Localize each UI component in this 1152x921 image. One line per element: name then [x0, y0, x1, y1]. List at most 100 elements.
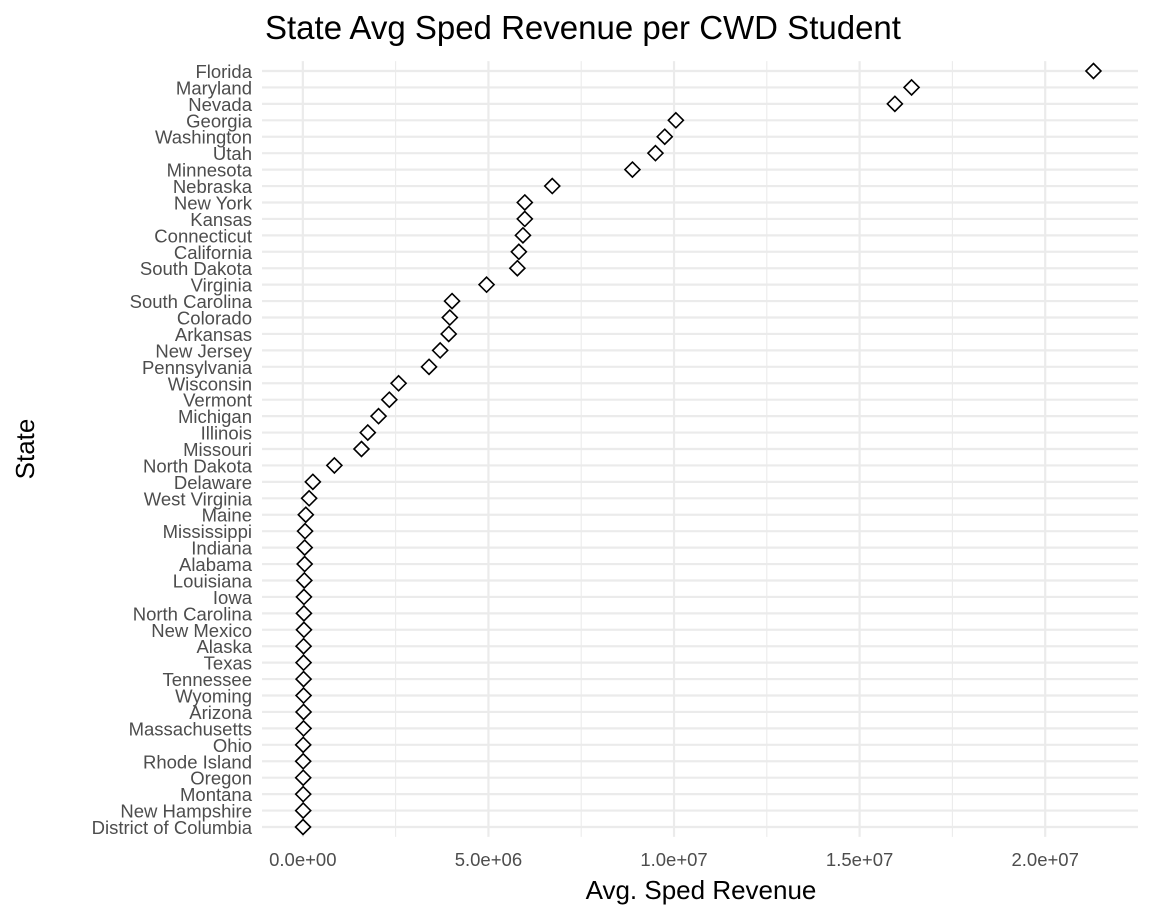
y-tick-label: California — [174, 242, 253, 263]
data-point — [443, 292, 461, 310]
data-point — [380, 391, 398, 409]
y-tick-label: Virginia — [191, 275, 253, 296]
data-point — [294, 769, 312, 787]
data-point — [294, 670, 313, 688]
y-tick-label: Texas — [204, 653, 252, 674]
y-tick-label: Alaska — [196, 636, 252, 657]
y-tick-label: Arizona — [189, 702, 252, 723]
data-point — [294, 818, 312, 836]
data-point — [441, 308, 459, 327]
y-tick-label: Indiana — [191, 538, 252, 559]
y-tick-label: Louisiana — [173, 570, 253, 591]
data-point — [296, 522, 314, 540]
data-point — [304, 473, 322, 491]
x-axis-tick-labels: 0.0e+00 5.0e+06 1.0e+07 1.5e+07 2.0e+07 — [269, 849, 1079, 870]
y-tick-label: Utah — [213, 143, 252, 164]
data-point — [420, 358, 438, 376]
data-point — [508, 259, 527, 277]
y-tick-label: Georgia — [186, 110, 253, 131]
data-points — [294, 62, 1103, 836]
data-point — [543, 177, 561, 195]
y-tick-label: Tennessee — [163, 669, 252, 690]
data-point — [886, 95, 904, 113]
x-tick-label: 5.0e+06 — [455, 849, 522, 870]
y-tick-label: New Hampshire — [120, 801, 252, 822]
y-tick-label: Pennsylvania — [142, 357, 253, 378]
y-tick-label: Florida — [195, 61, 252, 82]
y-tick-label: Connecticut — [154, 225, 252, 246]
y-tick-label: Arkansas — [175, 324, 252, 345]
data-point — [667, 111, 685, 129]
y-tick-label: North Carolina — [133, 603, 253, 624]
y-tick-label: Vermont — [183, 390, 252, 411]
data-point — [294, 654, 313, 672]
data-point — [294, 752, 312, 770]
y-tick-label: Alabama — [179, 554, 253, 575]
y-tick-label: Michigan — [178, 406, 252, 427]
grid — [262, 61, 1138, 837]
y-tick-label: Nevada — [188, 94, 252, 115]
data-point — [514, 226, 532, 244]
y-axis-title: State — [10, 419, 40, 480]
y-tick-label: Ohio — [213, 735, 252, 756]
x-tick-label: 2.0e+07 — [1012, 849, 1079, 870]
y-tick-label: Wyoming — [175, 686, 252, 707]
data-point — [294, 637, 313, 655]
y-tick-label: Maryland — [176, 77, 252, 98]
data-point — [294, 686, 313, 705]
y-tick-label: Iowa — [213, 587, 253, 608]
y-tick-label: Maine — [202, 505, 252, 526]
y-tick-label: Wisconsin — [168, 373, 252, 394]
y-tick-label: District of Columbia — [92, 817, 253, 838]
y-tick-label: Delaware — [174, 472, 252, 493]
y-tick-label: Minnesota — [167, 160, 253, 181]
data-point — [389, 374, 408, 392]
y-tick-label: Nebraska — [173, 176, 253, 197]
y-tick-label: New Jersey — [155, 340, 252, 361]
x-tick-label: 0.0e+00 — [269, 849, 336, 870]
data-point — [300, 489, 318, 507]
y-tick-label: South Dakota — [140, 258, 253, 279]
data-point — [516, 193, 534, 212]
data-point — [359, 423, 377, 442]
data-point — [477, 276, 496, 294]
data-point — [1084, 62, 1103, 80]
y-tick-label: Missouri — [183, 439, 252, 460]
data-point — [295, 621, 313, 639]
y-tick-label: South Carolina — [130, 291, 253, 312]
y-tick-label: Colorado — [177, 308, 252, 329]
x-tick-label: 1.0e+07 — [640, 849, 707, 870]
chart-title: State Avg Sped Revenue per CWD Student — [265, 9, 901, 46]
data-point — [294, 703, 313, 721]
data-point — [296, 538, 314, 557]
data-point — [440, 325, 458, 343]
data-point — [294, 801, 312, 820]
data-point — [294, 785, 312, 803]
y-tick-label: Illinois — [201, 423, 252, 444]
x-axis-title: Avg. Sped Revenue — [586, 875, 817, 905]
y-tick-label: Oregon — [190, 768, 252, 789]
y-tick-label: Washington — [155, 127, 252, 148]
data-point — [646, 144, 665, 162]
data-point — [623, 160, 642, 179]
y-tick-label: New Mexico — [151, 620, 252, 641]
y-tick-label: North Dakota — [143, 455, 253, 476]
data-point — [295, 588, 313, 606]
y-axis-tick-labels: FloridaMarylandNevadaGeorgiaWashingtonUt… — [92, 61, 253, 838]
y-tick-label: Rhode Island — [143, 751, 252, 772]
data-point — [902, 78, 921, 97]
data-point — [294, 736, 312, 754]
data-point — [510, 243, 528, 261]
y-tick-label: Mississippi — [163, 521, 252, 542]
data-point — [325, 456, 344, 475]
y-tick-label: Massachusetts — [129, 718, 252, 739]
x-tick-label: 1.5e+07 — [826, 849, 893, 870]
data-point — [656, 128, 674, 146]
data-point — [297, 506, 315, 524]
data-point — [352, 440, 371, 458]
data-point — [295, 604, 313, 622]
y-tick-label: Montana — [180, 784, 253, 805]
data-point — [295, 571, 313, 590]
data-point — [431, 341, 449, 360]
